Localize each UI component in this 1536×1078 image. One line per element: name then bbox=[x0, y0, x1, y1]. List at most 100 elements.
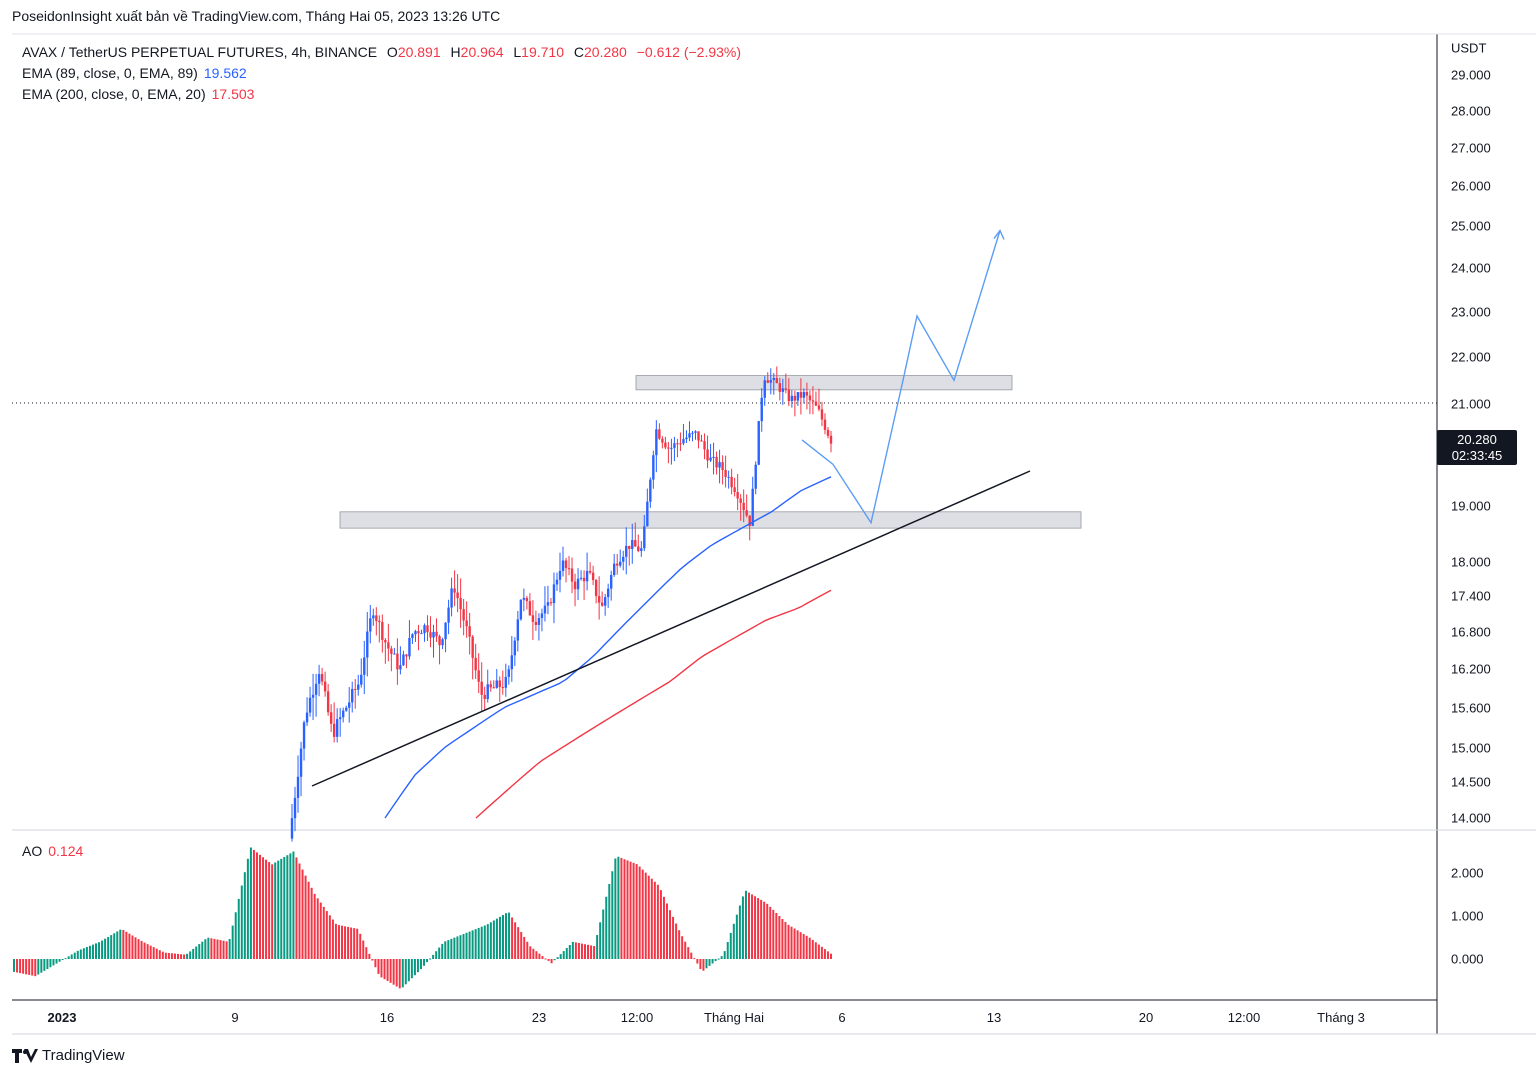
price-tick-label: 14.500 bbox=[1451, 774, 1491, 790]
ao-bar bbox=[416, 959, 419, 973]
ao-bar bbox=[371, 959, 374, 961]
ao-bar bbox=[547, 959, 550, 961]
candle-up bbox=[369, 618, 372, 632]
candle-up bbox=[420, 633, 423, 635]
ao-bar bbox=[180, 954, 183, 959]
time-tick-label: 13 bbox=[986, 1010, 1002, 1025]
candle-up bbox=[781, 388, 785, 392]
ao-bar bbox=[669, 910, 672, 959]
ao-bar bbox=[167, 952, 170, 959]
ao-bar bbox=[681, 936, 684, 959]
candle-down bbox=[787, 389, 791, 402]
time-tick-label: Tháng 3 bbox=[1317, 1010, 1365, 1025]
ao-bar bbox=[155, 948, 158, 959]
ao-bar bbox=[350, 927, 353, 959]
tradingview-brand[interactable]: TradingView bbox=[12, 1047, 125, 1064]
ao-bar bbox=[331, 919, 334, 959]
candle-up bbox=[619, 561, 622, 566]
candle-down bbox=[775, 378, 778, 384]
ao-bar bbox=[407, 959, 410, 982]
ao-bar bbox=[523, 936, 526, 959]
ao-bar bbox=[295, 857, 298, 959]
ao-bar bbox=[571, 941, 574, 959]
ao-bar bbox=[61, 959, 64, 960]
candle-down bbox=[435, 631, 438, 637]
candle-down bbox=[679, 443, 682, 445]
candle-up bbox=[558, 570, 562, 580]
price-tick-label: 15.000 bbox=[1451, 740, 1491, 756]
ao-bar bbox=[644, 872, 647, 959]
ao-bar bbox=[255, 852, 258, 959]
ao-bar bbox=[219, 940, 222, 959]
candle-up bbox=[372, 615, 375, 619]
ao-bar bbox=[410, 959, 413, 979]
candle-down bbox=[664, 442, 667, 448]
ao-bar bbox=[726, 941, 729, 959]
ao-bar bbox=[40, 959, 43, 973]
ao-bar bbox=[438, 947, 441, 959]
ao-bar bbox=[711, 959, 714, 964]
candle-up bbox=[640, 548, 643, 551]
ao-bar bbox=[617, 856, 620, 959]
ao-label: AO bbox=[22, 843, 43, 859]
ema200-value: 17.503 bbox=[211, 86, 255, 102]
price-tick-label: 16.200 bbox=[1451, 661, 1491, 677]
last-price-badge: 20.280 02:33:45 bbox=[1437, 430, 1517, 465]
candle-down bbox=[323, 681, 327, 692]
ao-bar bbox=[325, 911, 328, 959]
candle-down bbox=[793, 395, 797, 401]
candle-down bbox=[733, 487, 736, 493]
ao-bar bbox=[34, 959, 37, 977]
ao-bar bbox=[368, 953, 371, 959]
ao-bar bbox=[243, 872, 246, 959]
time-tick-label: 16 bbox=[379, 1010, 395, 1025]
ao-bar bbox=[538, 953, 541, 959]
ao-bar bbox=[110, 935, 113, 959]
ao-bar bbox=[386, 959, 389, 982]
ema89-value: 19.562 bbox=[203, 65, 247, 81]
candle-up bbox=[540, 613, 544, 619]
ao-bar bbox=[702, 959, 705, 971]
ao-bar bbox=[85, 947, 88, 959]
candle-down bbox=[582, 577, 586, 582]
ao-bar bbox=[374, 959, 377, 968]
ao-bar bbox=[37, 959, 40, 975]
candle-down bbox=[567, 568, 571, 570]
candle-down bbox=[465, 620, 468, 627]
ema200-legend[interactable]: EMA (200, close, 0, EMA, 20) 17.503 bbox=[22, 86, 254, 102]
ao-bar bbox=[699, 959, 702, 970]
candle-up bbox=[399, 665, 402, 670]
ao-bar bbox=[429, 958, 432, 960]
candle-up bbox=[450, 588, 453, 608]
ao-bar bbox=[316, 898, 319, 959]
ema89-legend[interactable]: EMA (89, close, 0, EMA, 89) 19.562 bbox=[22, 65, 247, 81]
ao-bar bbox=[70, 954, 73, 959]
ao-legend[interactable]: AO 0.124 bbox=[22, 843, 83, 859]
ao-bar bbox=[714, 959, 717, 962]
candle-up bbox=[411, 634, 414, 638]
ao-bar bbox=[775, 912, 778, 959]
ao-bar bbox=[751, 894, 754, 959]
ao-bar bbox=[708, 959, 711, 966]
ao-bar bbox=[49, 959, 52, 968]
ao-bar bbox=[91, 944, 94, 959]
ao-bar bbox=[377, 959, 380, 974]
ao-bar bbox=[222, 940, 225, 959]
ao-bar bbox=[404, 959, 407, 985]
ao-bar bbox=[817, 944, 820, 959]
time-tick-label: 12:00 bbox=[620, 1010, 654, 1025]
price-tick-label: 25.000 bbox=[1451, 218, 1491, 234]
ao-bar bbox=[520, 932, 523, 959]
symbol-name[interactable]: AVAX / TetherUS PERPETUAL FUTURES, 4h, B… bbox=[22, 44, 378, 60]
ao-bar bbox=[401, 959, 404, 988]
ao-bar bbox=[687, 947, 690, 959]
ao-bar bbox=[143, 942, 146, 959]
ao-bar bbox=[599, 922, 602, 959]
candle-down bbox=[378, 620, 381, 623]
ao-bar bbox=[98, 942, 101, 959]
candle-down bbox=[745, 510, 748, 516]
ao-bar bbox=[344, 926, 347, 959]
ao-bar bbox=[46, 959, 49, 970]
ao-bar bbox=[492, 920, 495, 959]
